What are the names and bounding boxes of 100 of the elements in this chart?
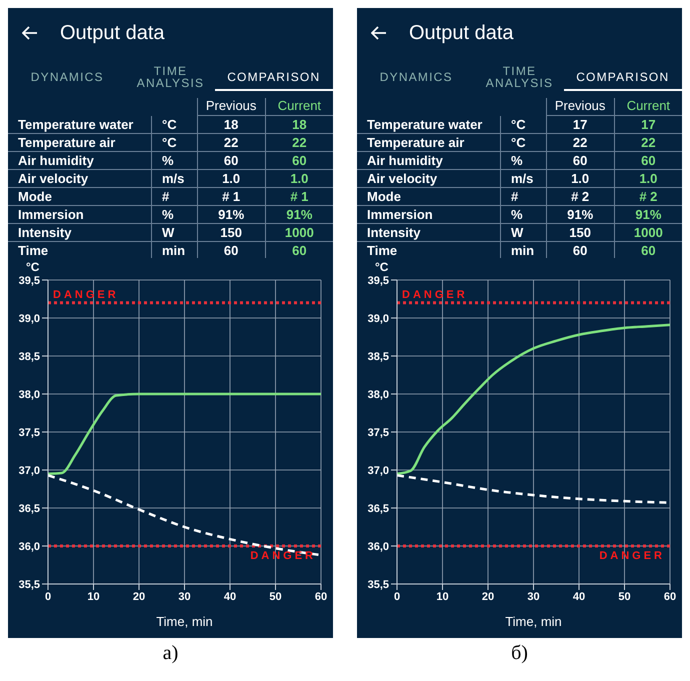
line-series [397, 324, 670, 476]
y-tick-label: 38,5 [368, 350, 389, 363]
x-tick-label: 40 [572, 590, 586, 603]
x-tick-label: 50 [618, 590, 631, 603]
text: TIME ANALYSIS [136, 63, 206, 92]
text: 60 [546, 152, 614, 170]
text: min [151, 242, 196, 260]
y-tick-label: 38,0 [18, 388, 40, 401]
text: m/s [151, 170, 196, 188]
x-tick-label: 30 [527, 590, 540, 603]
text: Output data [409, 22, 514, 44]
y-tick-label: 35,5 [368, 578, 389, 591]
text: а) [162, 642, 180, 665]
y-tick-label: 37,5 [18, 426, 40, 439]
text: W [151, 224, 196, 242]
text: 91% [264, 206, 333, 224]
y-tick-label: 36,0 [18, 540, 40, 553]
text: Output data [60, 22, 165, 44]
text: COMPARISON [214, 65, 333, 91]
text: 60 [264, 242, 333, 260]
y-tick-label: 38,0 [368, 388, 389, 401]
text: # [151, 188, 196, 206]
text: Temperature water [8, 116, 151, 134]
text: Air velocity [8, 170, 151, 188]
text: 60 [264, 152, 333, 170]
x-axis-title: Time, min [505, 614, 562, 629]
text: 91% [546, 206, 614, 224]
text: Immersion [8, 206, 151, 224]
y-tick-label: 39,0 [18, 312, 40, 325]
x-tick-label: 40 [224, 590, 236, 603]
text: DYNAMICS [378, 69, 454, 86]
text: б) [510, 642, 529, 665]
text: COMPARISON [564, 65, 682, 91]
x-tick-label: 10 [436, 590, 449, 603]
text: W [500, 224, 546, 242]
ref-line-label: DANGER [53, 288, 119, 301]
y-tick-label: 37,0 [368, 464, 389, 477]
text: 17 [546, 116, 614, 134]
text: 60 [196, 152, 265, 170]
x-tick-label: 60 [664, 590, 676, 603]
text: °C [151, 116, 196, 134]
x-axis-title: Time, min [156, 614, 213, 629]
text: # [500, 188, 546, 206]
text: 150 [546, 224, 614, 242]
text: Air velocity [357, 170, 500, 188]
text: Previous [546, 98, 614, 116]
text: % [500, 152, 546, 170]
text: 1000 [614, 224, 682, 242]
ref-line-label: DANGER [599, 550, 665, 562]
text: 18 [196, 116, 265, 134]
text: 60 [614, 152, 682, 170]
text: m/s [500, 170, 546, 188]
y-tick-label: 39,0 [368, 312, 389, 325]
x-tick-label: 0 [44, 590, 52, 603]
x-tick-label: 60 [314, 590, 328, 603]
text: 22 [196, 134, 265, 152]
text: 17 [614, 116, 682, 134]
text: Intensity [357, 224, 500, 242]
text: 22 [264, 134, 333, 152]
x-tick-label: 50 [269, 590, 282, 603]
y-axis-title: °C [26, 260, 40, 274]
text: Temperature air [357, 134, 500, 152]
text: Air humidity [8, 152, 151, 170]
text: 1000 [264, 224, 333, 242]
text: °C [500, 116, 546, 134]
ref-line-label: DANGER [402, 288, 468, 301]
y-tick-label: 39,5 [18, 274, 40, 287]
y-tick-label: 37,0 [18, 464, 40, 477]
text: 1.0 [264, 170, 333, 188]
text: % [151, 152, 196, 170]
ref-line-label: DANGER [250, 550, 316, 562]
x-tick-label: 10 [87, 590, 100, 603]
text: # 2 [546, 188, 614, 206]
text: Previous [196, 98, 265, 116]
text: 60 [196, 242, 265, 260]
text: 22 [614, 134, 682, 152]
y-tick-label: 36,5 [18, 502, 40, 515]
text: Temperature water [357, 116, 500, 134]
text: °C [500, 134, 546, 152]
text: Time [8, 242, 151, 260]
x-tick-label: 30 [178, 590, 191, 603]
text: 60 [614, 242, 682, 260]
text: 22 [546, 134, 614, 152]
y-tick-label: 39,5 [368, 274, 389, 287]
y-tick-label: 37,5 [368, 426, 389, 439]
text: % [500, 206, 546, 224]
y-tick-label: 35,5 [18, 578, 40, 591]
line-series [48, 392, 321, 476]
y-axis-title: °C [375, 260, 388, 274]
text: % [151, 206, 196, 224]
text: 1.0 [614, 170, 682, 188]
text: # 2 [614, 188, 682, 206]
text: 1.0 [546, 170, 614, 188]
text: min [500, 242, 546, 260]
text: Mode [8, 188, 151, 206]
x-tick-label: 0 [394, 590, 400, 603]
text: Immersion [357, 206, 500, 224]
y-tick-label: 36,5 [368, 502, 389, 515]
text: °C [151, 134, 196, 152]
text: 91% [196, 206, 265, 224]
